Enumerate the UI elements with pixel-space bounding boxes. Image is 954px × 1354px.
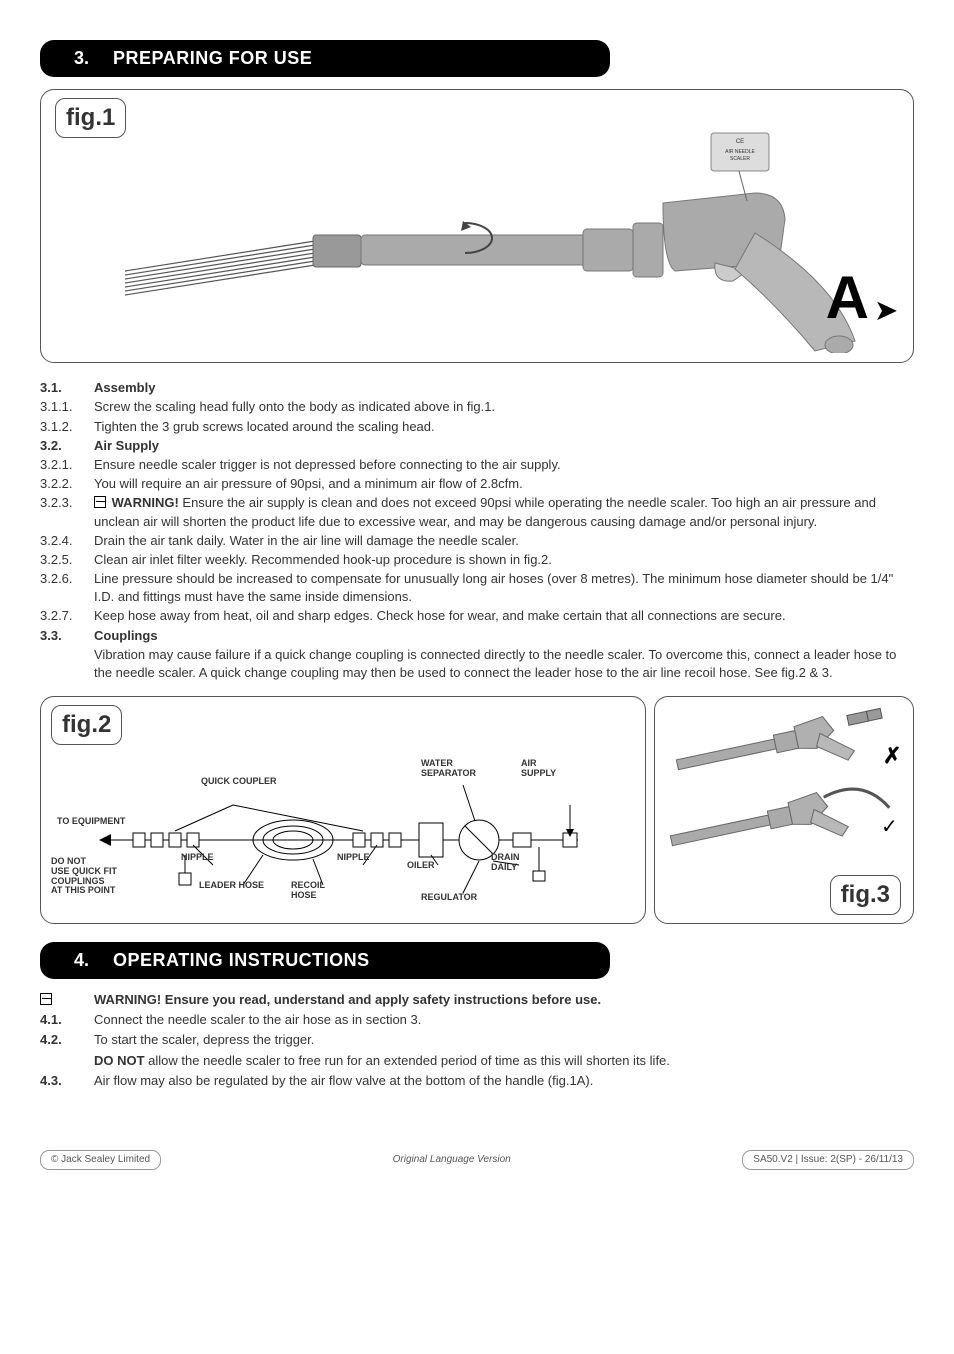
s325-text: Clean air inlet filter weekly. Recommend… [94, 551, 914, 569]
s321-text: Ensure needle scaler trigger is not depr… [94, 456, 914, 474]
s33-num: 3.3. [40, 627, 94, 645]
s41-text: Connect the needle scaler to the air hos… [94, 1011, 914, 1029]
lbl-air-supply: AIR SUPPLY [521, 759, 556, 779]
s33-text: Vibration may cause failure if a quick c… [94, 646, 914, 682]
svg-text:AIR NEEDLE: AIR NEEDLE [725, 149, 755, 155]
s327-text: Keep hose away from heat, oil and sharp … [94, 607, 914, 625]
section-4-num: 4. [40, 948, 113, 973]
s312-text: Tighten the 3 grub screws located around… [94, 418, 914, 436]
footer-mid: Original Language Version [393, 1153, 511, 1167]
s323-num: 3.2.3. [40, 494, 94, 530]
fig2-fig3-row: fig.2 [40, 696, 914, 924]
section-3-num: 3. [40, 46, 113, 71]
s325-num: 3.2.5. [40, 551, 94, 569]
s322-num: 3.2.2. [40, 475, 94, 493]
s31-title: Assembly [94, 379, 914, 397]
lbl-nipple1: NIPPLE [181, 853, 214, 863]
s33-title: Couplings [94, 627, 914, 645]
figure-1-box: fig.1 CE AIR NEEDLE SCALER [40, 89, 914, 363]
lbl-regulator: REGULATOR [421, 893, 477, 903]
a-letter: A [826, 264, 869, 331]
s322-text: You will require an air pressure of 90ps… [94, 475, 914, 493]
s42b-body: allow the needle scaler to free run for … [145, 1053, 670, 1068]
s324-text: Drain the air tank daily. Water in the a… [94, 532, 914, 550]
figure-2-box: fig.2 [40, 696, 646, 924]
lbl-recoil: RECOIL HOSE [291, 881, 325, 901]
fig1-marker-a: A➤ [826, 256, 869, 340]
fig2-label: fig.2 [51, 705, 122, 745]
warning-icon [94, 496, 106, 508]
s41-num: 4.1. [40, 1011, 94, 1029]
s42-text: To start the scaler, depress the trigger… [94, 1031, 914, 1049]
s321-num: 3.2.1. [40, 456, 94, 474]
s4w-icon [40, 991, 94, 1009]
lbl-drain: DRAIN DAILY [491, 853, 520, 873]
warning-icon [40, 993, 52, 1005]
s33-spacer [40, 646, 94, 682]
fig3-label: fig.3 [830, 875, 901, 915]
section-4-header: 4. OPERATING INSTRUCTIONS [40, 942, 610, 979]
lbl-to-equip: TO EQUIPMENT [57, 817, 125, 827]
s323-text: WARNING! Ensure the air supply is clean … [94, 494, 914, 530]
footer-right: SA50.V2 | Issue: 2(SP) - 26/11/13 [742, 1150, 914, 1170]
needle-scaler-diagram: CE AIR NEEDLE SCALER [115, 123, 875, 353]
s324-num: 3.2.4. [40, 532, 94, 550]
s43-num: 4.3. [40, 1072, 94, 1090]
s311-text: Screw the scaling head fully onto the bo… [94, 398, 914, 416]
figure-3-box: ✗ ✓ fig.3 [654, 696, 914, 924]
s311-num: 3.1.1. [40, 398, 94, 416]
section-3-header: 3. PREPARING FOR USE [40, 40, 610, 77]
section-3-title: PREPARING FOR USE [113, 46, 312, 71]
section-4-title: OPERATING INSTRUCTIONS [113, 948, 370, 973]
fig2-diagram: QUICK COUPLER WATER SEPARATOR AIR SUPPLY… [51, 745, 635, 915]
s323-warn: WARNING! [112, 495, 179, 510]
lbl-nipple2: NIPPLE [337, 853, 370, 863]
s4w-text: WARNING! Ensure you read, understand and… [94, 991, 914, 1009]
x-mark-icon: ✗ [883, 743, 901, 768]
s43-text: Air flow may also be regulated by the ai… [94, 1072, 914, 1090]
lbl-oiler: OILER [407, 861, 435, 871]
s42-num: 4.2. [40, 1031, 94, 1049]
s42b-text: DO NOT allow the needle scaler to free r… [94, 1052, 914, 1070]
s32-title: Air Supply [94, 437, 914, 455]
lbl-quick-coupler: QUICK COUPLER [201, 777, 277, 787]
footer-left: © Jack Sealey Limited [40, 1150, 161, 1170]
s326-num: 3.2.6. [40, 570, 94, 606]
lbl-do-not: DO NOT USE QUICK FIT COUPLINGS AT THIS P… [51, 857, 117, 897]
s42b-pre: DO NOT [94, 1053, 145, 1068]
lbl-water-sep: WATER SEPARATOR [421, 759, 476, 779]
s31-num: 3.1. [40, 379, 94, 397]
fig3-diagram: ✗ ✓ [665, 705, 905, 875]
section-4-body: WARNING! Ensure you read, understand and… [40, 991, 914, 1090]
lbl-leader: LEADER HOSE [199, 881, 264, 891]
s327-num: 3.2.7. [40, 607, 94, 625]
section-3-body: 3.1.Assembly 3.1.1.Screw the scaling hea… [40, 379, 914, 682]
page-footer: © Jack Sealey Limited Original Language … [40, 1150, 914, 1170]
svg-text:CE: CE [736, 139, 744, 145]
check-mark-icon: ✓ [881, 816, 898, 838]
svg-text:SCALER: SCALER [730, 156, 750, 162]
s323-body: Ensure the air supply is clean and does … [94, 495, 876, 528]
s312-num: 3.1.2. [40, 418, 94, 436]
s32-num: 3.2. [40, 437, 94, 455]
a-arrow-icon: ➤ [875, 292, 897, 328]
s42b-spacer [40, 1052, 94, 1070]
s326-text: Line pressure should be increased to com… [94, 570, 914, 606]
